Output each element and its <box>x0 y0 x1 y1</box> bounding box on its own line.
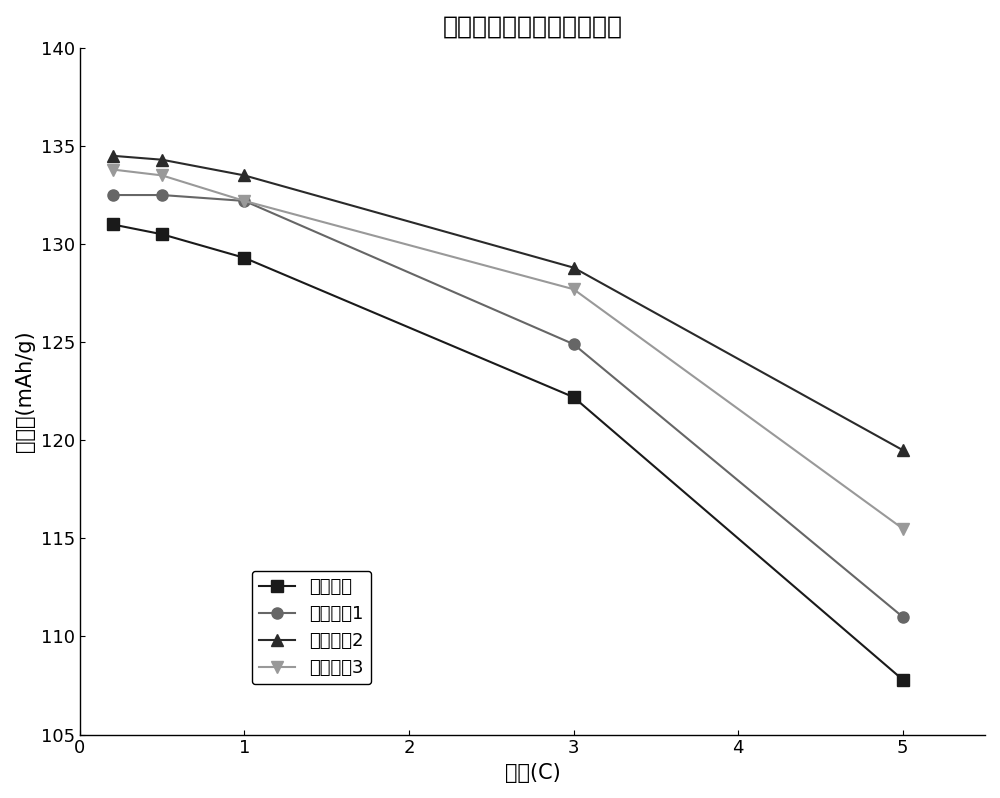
X-axis label: 倍率(C): 倍率(C) <box>505 763 560 783</box>
实施实例1 <box>238 196 250 206</box>
实施实例2 <box>897 445 909 455</box>
实施实例3 <box>897 523 909 533</box>
Line: 对比实例: 对比实例 <box>107 219 908 685</box>
Y-axis label: 比容量(mAh/g): 比容量(mAh/g) <box>15 330 35 452</box>
实施实例3 <box>568 284 580 294</box>
实施实例1 <box>897 612 909 622</box>
实施实例3 <box>238 196 250 206</box>
实施实例2 <box>238 171 250 180</box>
对比实例 <box>897 675 909 685</box>
实施实例2 <box>568 263 580 272</box>
实施实例2 <box>107 151 119 160</box>
实施实例1 <box>568 339 580 349</box>
Title: 不同实施实例常温倍率性能: 不同实施实例常温倍率性能 <box>442 15 622 39</box>
实施实例1 <box>107 190 119 200</box>
Legend: 对比实例, 实施实例1, 实施实例2, 实施实例3: 对比实例, 实施实例1, 实施实例2, 实施实例3 <box>252 571 371 685</box>
Line: 实施实例2: 实施实例2 <box>107 150 908 456</box>
Line: 实施实例1: 实施实例1 <box>107 189 908 622</box>
对比实例 <box>568 393 580 402</box>
Line: 实施实例3: 实施实例3 <box>107 164 908 534</box>
实施实例2 <box>156 155 168 164</box>
实施实例1 <box>156 190 168 200</box>
实施实例3 <box>107 164 119 174</box>
对比实例 <box>238 253 250 263</box>
对比实例 <box>156 230 168 239</box>
对比实例 <box>107 219 119 229</box>
实施实例3 <box>156 171 168 180</box>
